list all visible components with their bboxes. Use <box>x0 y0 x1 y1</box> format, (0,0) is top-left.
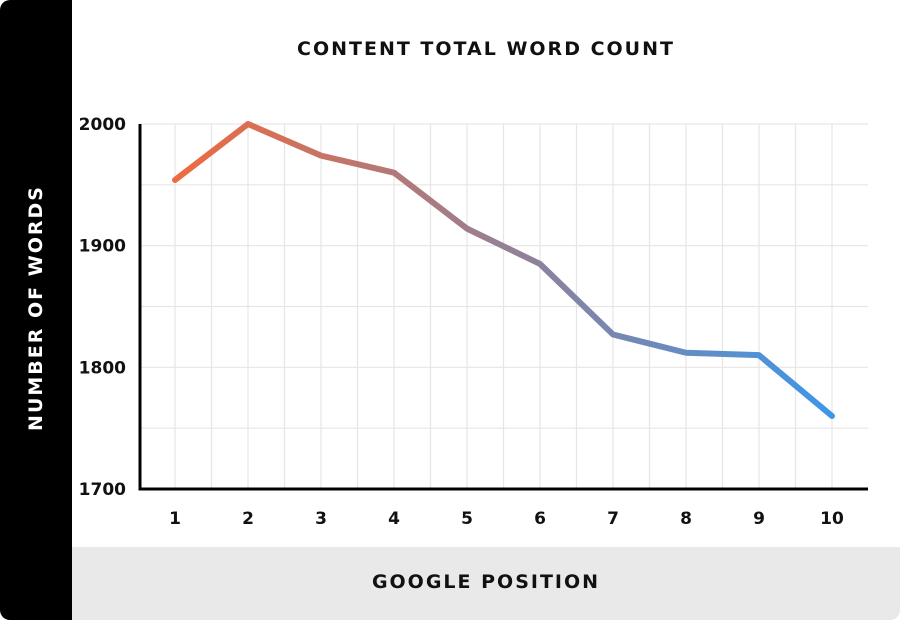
x-tick-label: 5 <box>461 509 473 529</box>
x-axis-label-band: GOOGLE POSITION <box>72 547 900 620</box>
x-tick-label: 4 <box>388 509 400 529</box>
x-tick-label: 2 <box>242 509 254 529</box>
y-tick-label: 2000 <box>79 115 126 135</box>
x-tick-label: 1 <box>169 509 181 529</box>
y-tick-label: 1800 <box>79 358 126 378</box>
x-tick-label: 9 <box>753 509 765 529</box>
x-tick-label: 7 <box>607 509 619 529</box>
x-tick-label: 8 <box>680 509 692 529</box>
chart-title: CONTENT TOTAL WORD COUNT <box>297 38 675 60</box>
x-tick-label: 10 <box>820 509 844 529</box>
x-tick-label: 6 <box>534 509 546 529</box>
y-tick-label: 1700 <box>79 480 126 500</box>
y-tick-label: 1900 <box>79 237 126 257</box>
series-line <box>172 121 835 419</box>
y-axis-label-band: NUMBER OF WORDS <box>0 0 72 620</box>
x-axis-label: GOOGLE POSITION <box>371 571 601 593</box>
x-tick-label: 3 <box>315 509 327 529</box>
